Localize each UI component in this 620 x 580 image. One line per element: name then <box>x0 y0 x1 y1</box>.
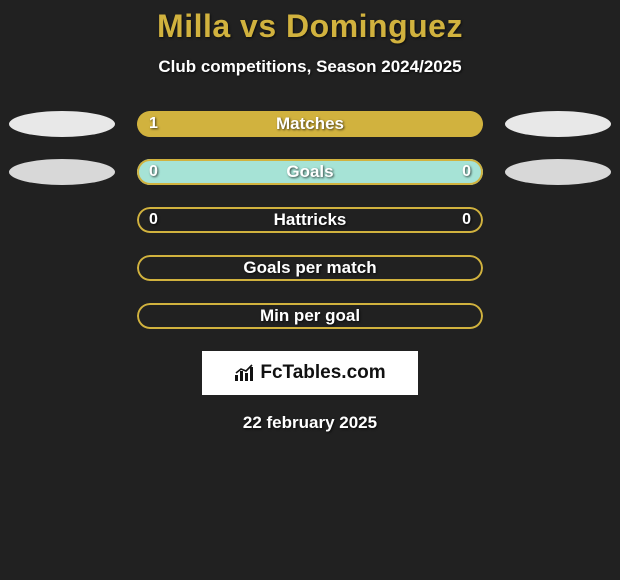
comparison-container: Milla vs Dominguez Club competitions, Se… <box>0 0 620 433</box>
bars-icon <box>234 364 256 382</box>
left-value: 0 <box>149 211 158 229</box>
left-pill <box>9 303 115 329</box>
right-value: 0 <box>462 163 471 181</box>
logo: FcTables.com <box>234 362 385 384</box>
stat-bar: 0 0 Goals <box>137 159 483 185</box>
page-title: Milla vs Dominguez <box>0 8 620 45</box>
logo-text: FcTables.com <box>260 362 385 384</box>
stat-bar: 0 0 Hattricks <box>137 207 483 233</box>
left-pill <box>9 207 115 233</box>
stat-label: Goals per match <box>243 258 376 278</box>
right-pill <box>505 303 611 329</box>
right-pill <box>505 159 611 185</box>
stat-row: Goals per match <box>0 255 620 281</box>
stat-label: Goals <box>286 162 333 182</box>
stat-row: 1 Matches <box>0 111 620 137</box>
stat-row: 0 0 Hattricks <box>0 207 620 233</box>
stat-bar: Min per goal <box>137 303 483 329</box>
stat-rows: 1 Matches 0 0 Goals 0 0 Hattricks Goals per matc… <box>0 111 620 329</box>
right-pill <box>505 207 611 233</box>
subtitle: Club competitions, Season 2024/2025 <box>0 57 620 77</box>
stat-row: 0 0 Goals <box>0 159 620 185</box>
stat-bar: 1 Matches <box>137 111 483 137</box>
right-pill <box>505 255 611 281</box>
stat-label: Hattricks <box>274 210 347 230</box>
left-pill <box>9 159 115 185</box>
stat-label: Matches <box>276 114 344 134</box>
logo-box: FcTables.com <box>202 351 418 395</box>
right-pill <box>505 111 611 137</box>
stat-label: Min per goal <box>260 306 360 326</box>
left-pill <box>9 255 115 281</box>
left-value: 1 <box>149 115 158 133</box>
left-value: 0 <box>149 163 158 181</box>
stat-bar: Goals per match <box>137 255 483 281</box>
date-text: 22 february 2025 <box>0 413 620 433</box>
right-value: 0 <box>462 211 471 229</box>
left-pill <box>9 111 115 137</box>
stat-row: Min per goal <box>0 303 620 329</box>
